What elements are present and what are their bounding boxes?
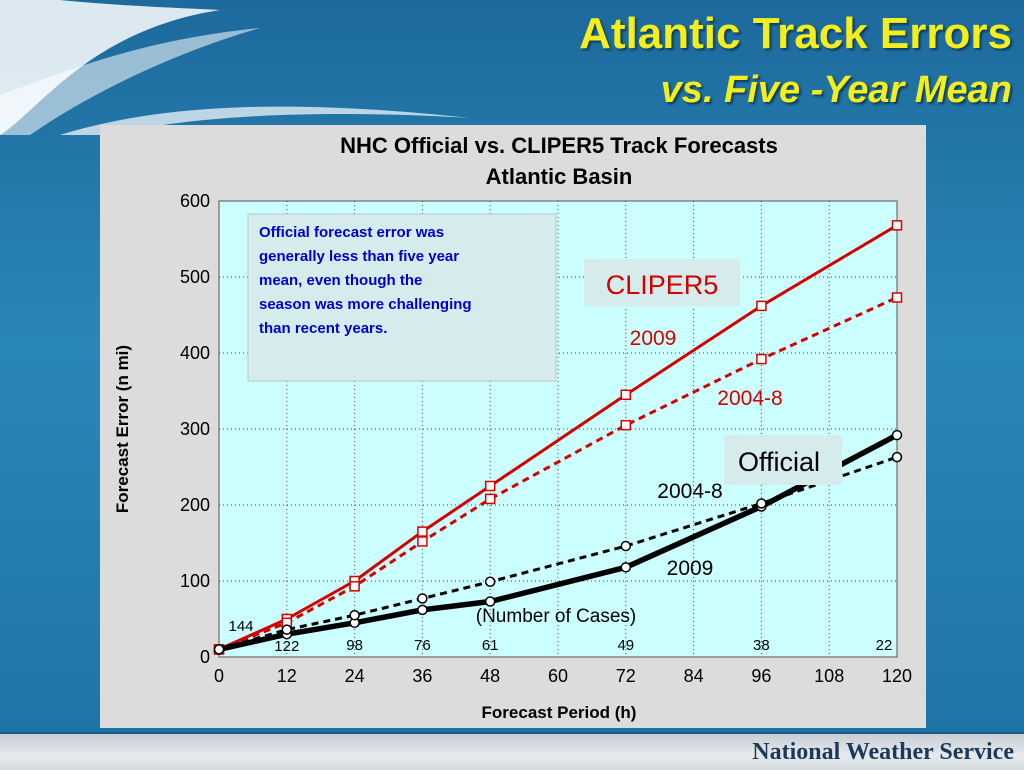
data-point-marker (484, 576, 496, 588)
data-point-marker (891, 292, 903, 303)
x-tick-label: 84 (684, 666, 704, 686)
data-point-marker (620, 419, 632, 431)
official-label-box: Official (724, 435, 842, 485)
data-point-marker (417, 526, 428, 537)
x-tick-label: 36 (412, 666, 432, 686)
y-tick-label: 600 (180, 191, 210, 211)
data-point-marker (891, 451, 903, 463)
note-line: mean, even though the (259, 272, 422, 289)
data-point-marker (620, 562, 632, 573)
data-point-marker (620, 389, 632, 401)
series-line (218, 455, 898, 651)
case-count-label: 49 (617, 637, 634, 654)
x-tick-label: 120 (882, 666, 912, 686)
x-tick-label: 12 (277, 666, 297, 686)
y-tick-label: 300 (180, 419, 210, 439)
official-2004-8-label: 2004-8 (657, 480, 722, 503)
x-tick-label: 60 (548, 666, 568, 686)
axis-ticks: 0 12 24 36 48 60 72 84 96 108 120 0 100 200 300 400 500 6… (180, 191, 912, 686)
slide-title: Atlantic Track Errors (579, 9, 1012, 58)
data-point-marker (417, 604, 428, 616)
case-count-title: (Number of Cases) (476, 606, 637, 627)
y-tick-label: 0 (200, 647, 210, 667)
data-point-marker (891, 429, 903, 441)
footer-organization: National Weather Service (752, 739, 1014, 765)
y-tick-label: 400 (180, 343, 210, 363)
note-line: Official forecast error was (259, 224, 444, 241)
annotation-note: Official forecast error was generally le… (247, 213, 557, 382)
note-line: than recent years. (259, 320, 387, 337)
series-layer (213, 220, 903, 655)
x-tick-label: 96 (751, 666, 771, 686)
x-axis-label: Forecast Period (h) (482, 703, 637, 722)
case-count-label: 22 (876, 637, 893, 654)
data-point-marker (349, 581, 360, 592)
swoosh-decoration (0, 0, 470, 135)
cliper5-2004-8-label: 2004-8 (717, 387, 782, 410)
y-tick-label: 100 (180, 571, 210, 591)
x-tick-label: 72 (616, 666, 636, 686)
case-count-label: 61 (482, 637, 499, 654)
case-count-label: 98 (346, 637, 363, 654)
data-point-marker (891, 220, 903, 231)
chart-title: NHC Official vs. CLIPER5 Track Forecasts (340, 133, 778, 158)
slide-subtitle: vs. Five -Year Mean (660, 69, 1012, 111)
data-point-marker (484, 596, 496, 607)
data-point-marker (417, 593, 428, 604)
case-count-label: 122 (274, 638, 299, 655)
series-cliper5-2004-8 (213, 292, 903, 655)
x-tick-label: 24 (345, 666, 365, 686)
data-point-marker (756, 353, 767, 365)
note-line: generally less than five year (259, 248, 459, 265)
series-line (218, 432, 899, 653)
footer-bar: National Weather Service (0, 732, 1024, 770)
data-point-marker (484, 493, 496, 505)
data-point-marker (484, 480, 496, 492)
case-count-label: 38 (753, 637, 770, 654)
chart-frame: NHC Official vs. CLIPER5 Track Forecasts… (100, 125, 926, 728)
data-point-marker (417, 536, 428, 547)
data-point-marker (213, 644, 225, 655)
series-line (218, 224, 898, 651)
x-tick-label: 48 (480, 666, 500, 686)
y-axis-label: Forecast Error (n mi) (113, 345, 132, 513)
data-point-marker (620, 540, 632, 552)
series-official-2004-8 (213, 451, 903, 655)
y-tick-label: 500 (180, 267, 210, 287)
case-count-label: 144 (228, 618, 253, 635)
data-point-marker (756, 498, 767, 509)
cliper5-label-box: CLIPER5 (584, 259, 740, 306)
cliper5-label: CLIPER5 (606, 270, 719, 300)
x-tick-label: 0 (214, 666, 224, 686)
data-point-marker (756, 300, 767, 312)
series-line (218, 296, 898, 651)
official-label: Official (738, 447, 820, 477)
data-point-marker (281, 624, 293, 635)
note-line: season was more challenging (259, 296, 472, 313)
official-2009-label: 2009 (667, 557, 714, 580)
track-error-chart: NHC Official vs. CLIPER5 Track Forecasts… (113, 133, 912, 722)
chart-subtitle: Atlantic Basin (486, 164, 633, 189)
data-point-marker (349, 609, 360, 621)
x-tick-label: 108 (814, 666, 844, 686)
cliper5-2009-label: 2009 (630, 327, 677, 350)
case-counts: 144 122 98 76 61 49 38 22 (228, 618, 892, 655)
case-count-label: 76 (414, 637, 431, 654)
y-tick-label: 200 (180, 495, 210, 515)
